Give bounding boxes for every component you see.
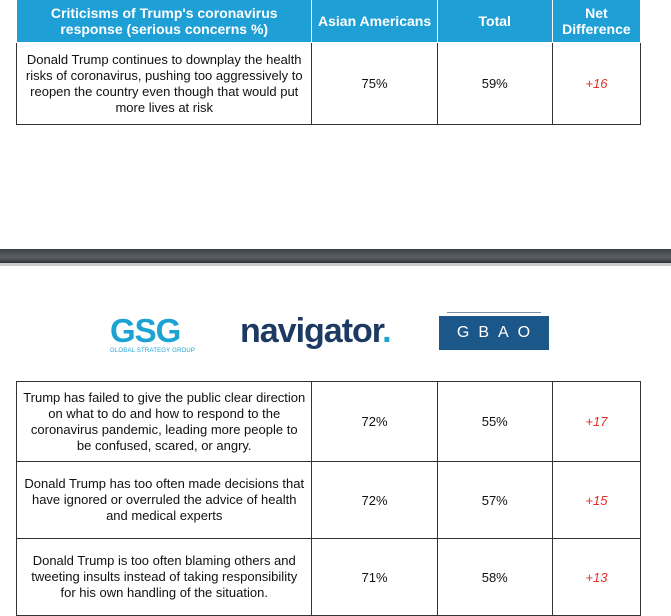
total-cell: 58% — [436, 538, 553, 616]
header-net-difference: Net Difference — [551, 0, 642, 43]
gbao-logo: GBAO — [439, 312, 549, 350]
asian-americans-cell: 75% — [311, 42, 438, 125]
slide-divider — [0, 249, 671, 266]
gsg-logo-text: GSG — [110, 312, 181, 349]
net-difference-cell: +15 — [551, 461, 642, 539]
net-difference-cell: +13 — [551, 538, 642, 616]
total-cell: 55% — [436, 381, 553, 462]
navigator-logo-text: navigator — [240, 312, 383, 350]
asian-americans-cell: 71% — [311, 538, 438, 616]
net-difference-cell: +17 — [551, 381, 642, 462]
table-row: Donald Trump is too often blaming others… — [15, 538, 642, 616]
total-cell: 59% — [436, 42, 553, 125]
gsg-logo: GSG GLOBAL STRATEGY GROUP — [110, 314, 195, 355]
header-row: Criticisms of Trump's coronavirus respon… — [15, 0, 642, 43]
criticisms-table-top: Criticisms of Trump's coronavirus respon… — [15, 0, 642, 125]
header-total: Total — [436, 0, 553, 43]
asian-americans-cell: 72% — [311, 461, 438, 539]
navigator-logo: navigator. — [240, 311, 392, 351]
statement-cell: Donald Trump is too often blaming others… — [15, 538, 313, 616]
gsg-logo-subtitle: GLOBAL STRATEGY GROUP — [110, 348, 196, 354]
criticisms-table-bottom: Trump has failed to give the public clea… — [15, 381, 642, 616]
table-row: Trump has failed to give the public clea… — [15, 381, 642, 462]
table-row: Donald Trump has too often made decision… — [15, 461, 642, 539]
net-difference-cell: +16 — [551, 42, 642, 125]
statement-cell: Trump has failed to give the public clea… — [15, 381, 313, 462]
statement-cell: Donald Trump continues to downplay the h… — [15, 42, 313, 125]
header-criticism: Criticisms of Trump's coronavirus respon… — [15, 0, 313, 43]
header-asian-americans: Asian Americans — [311, 0, 438, 43]
navigator-logo-dot: . — [382, 312, 392, 350]
total-cell: 57% — [436, 461, 553, 539]
asian-americans-cell: 72% — [311, 381, 438, 462]
table-row: Donald Trump continues to downplay the h… — [15, 42, 642, 125]
statement-cell: Donald Trump has too often made decision… — [15, 461, 313, 539]
